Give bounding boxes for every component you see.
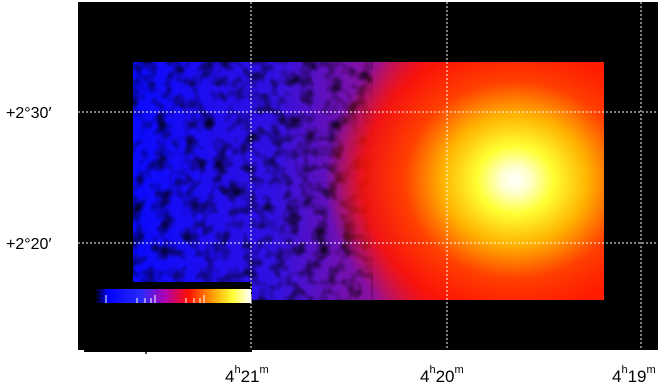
colorbar-caption: counts pixel-1 Ms-1	[96, 336, 218, 355]
ra-label-4h20m: 4h20m	[420, 364, 464, 385]
colorbar-label-4: 10	[243, 317, 259, 333]
coordinate-grid	[78, 2, 658, 350]
bright-source	[325, 62, 604, 300]
dec-label-2-30: +2°30′	[6, 105, 51, 122]
colorbar-label-3: 1	[199, 317, 207, 333]
colorbar-label-1: 10-2	[94, 315, 119, 333]
ra-label-4h21m: 4h21m	[225, 364, 269, 385]
dec-label-2-20: +2°20′	[6, 236, 51, 253]
ra-label-4h19m: 4h19m	[612, 364, 656, 385]
colorbar	[95, 289, 251, 303]
colorbar-label-2: 10-1	[143, 315, 168, 333]
colorbar-ticks	[105, 295, 252, 303]
